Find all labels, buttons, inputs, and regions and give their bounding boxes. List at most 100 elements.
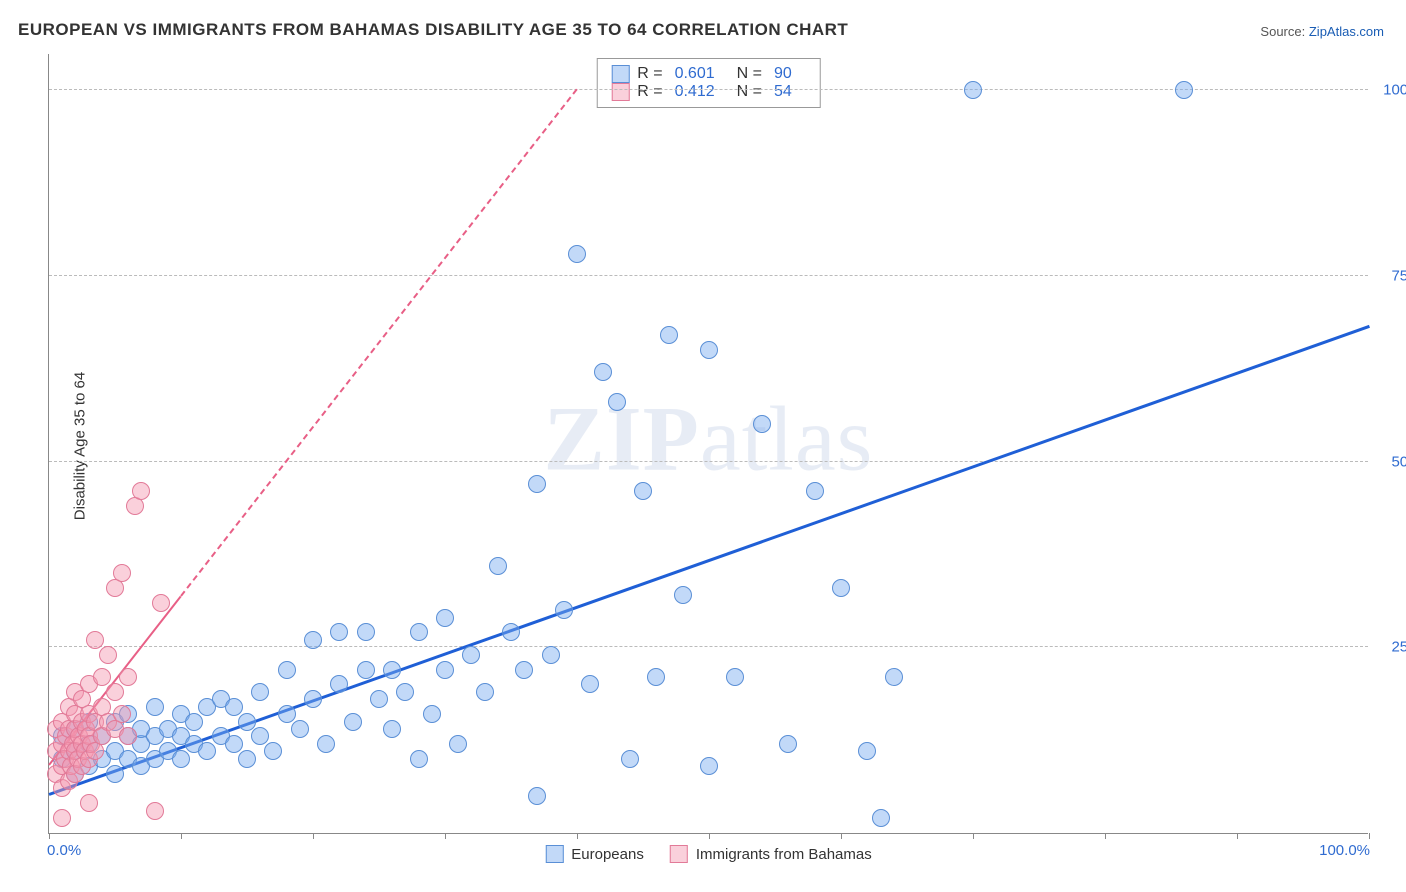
source-link[interactable]: ZipAtlas.com <box>1309 24 1384 39</box>
data-point <box>198 742 216 760</box>
data-point <box>594 363 612 381</box>
data-point <box>700 341 718 359</box>
source-attribution: Source: ZipAtlas.com <box>1260 24 1384 39</box>
data-point <box>113 705 131 723</box>
source-label: Source: <box>1260 24 1305 39</box>
data-point <box>225 735 243 753</box>
data-point <box>542 646 560 664</box>
data-point <box>436 609 454 627</box>
x-tick <box>313 833 314 839</box>
legend-swatch-europeans <box>611 65 629 83</box>
chart-title: EUROPEAN VS IMMIGRANTS FROM BAHAMAS DISA… <box>18 20 848 40</box>
watermark: ZIPatlas <box>544 385 874 491</box>
data-point <box>370 690 388 708</box>
data-point <box>726 668 744 686</box>
data-point <box>502 623 520 641</box>
data-point <box>119 668 137 686</box>
x-tick <box>709 833 710 839</box>
n-label: N = <box>737 65 762 83</box>
y-tick-label: 75.0% <box>1391 267 1406 284</box>
data-point <box>304 631 322 649</box>
data-point <box>238 750 256 768</box>
data-point <box>872 809 890 827</box>
legend-label: Immigrants from Bahamas <box>696 846 872 863</box>
watermark-rest: atlas <box>700 387 874 489</box>
data-point <box>225 698 243 716</box>
data-point <box>568 245 586 263</box>
data-point <box>330 623 348 641</box>
legend-item: Immigrants from Bahamas <box>670 845 872 863</box>
data-point <box>634 482 652 500</box>
legend-swatch-bahamas <box>611 83 629 101</box>
data-point <box>581 675 599 693</box>
data-point <box>806 482 824 500</box>
data-point <box>489 557 507 575</box>
x-tick <box>577 833 578 839</box>
data-point <box>832 579 850 597</box>
n-value: 90 <box>774 65 792 83</box>
r-label: R = <box>637 83 662 101</box>
data-point <box>779 735 797 753</box>
plot-area: ZIPatlas R = 0.601 N = 90 R = 0.412 N = … <box>48 54 1368 834</box>
data-point <box>660 326 678 344</box>
y-tick-label: 25.0% <box>1391 639 1406 656</box>
n-label: N = <box>737 83 762 101</box>
data-point <box>621 750 639 768</box>
data-point <box>528 787 546 805</box>
data-point <box>462 646 480 664</box>
data-point <box>278 661 296 679</box>
x-tick <box>49 833 50 839</box>
data-point <box>410 750 428 768</box>
data-point <box>344 713 362 731</box>
data-point <box>317 735 335 753</box>
data-point <box>330 675 348 693</box>
r-value: 0.601 <box>675 65 715 83</box>
data-point <box>383 720 401 738</box>
data-point <box>106 683 124 701</box>
gridline <box>49 646 1368 647</box>
data-point <box>608 393 626 411</box>
data-point <box>1175 81 1193 99</box>
data-point <box>93 668 111 686</box>
x-tick <box>445 833 446 839</box>
series-legend: Europeans Immigrants from Bahamas <box>545 845 871 863</box>
data-point <box>264 742 282 760</box>
data-point <box>86 631 104 649</box>
data-point <box>423 705 441 723</box>
legend-row: R = 0.601 N = 90 <box>611 65 806 83</box>
data-point <box>80 794 98 812</box>
data-point <box>251 683 269 701</box>
y-tick-label: 100.0% <box>1383 82 1406 99</box>
trendline <box>180 89 578 597</box>
legend-item: Europeans <box>545 845 644 863</box>
gridline <box>49 461 1368 462</box>
data-point <box>146 802 164 820</box>
legend-swatch-europeans <box>545 845 563 863</box>
x-tick <box>181 833 182 839</box>
y-tick-label: 50.0% <box>1391 453 1406 470</box>
data-point <box>132 482 150 500</box>
gridline <box>49 89 1368 90</box>
data-point <box>357 623 375 641</box>
data-point <box>99 646 117 664</box>
data-point <box>119 727 137 745</box>
data-point <box>964 81 982 99</box>
data-point <box>185 713 203 731</box>
data-point <box>152 594 170 612</box>
data-point <box>278 705 296 723</box>
data-point <box>885 668 903 686</box>
gridline <box>49 275 1368 276</box>
data-point <box>528 475 546 493</box>
legend-row: R = 0.412 N = 54 <box>611 83 806 101</box>
data-point <box>53 809 71 827</box>
data-point <box>436 661 454 679</box>
x-tick <box>973 833 974 839</box>
data-point <box>146 698 164 716</box>
data-point <box>113 564 131 582</box>
data-point <box>753 415 771 433</box>
correlation-legend: R = 0.601 N = 90 R = 0.412 N = 54 <box>596 58 821 108</box>
data-point <box>357 661 375 679</box>
data-point <box>476 683 494 701</box>
data-point <box>674 586 692 604</box>
data-point <box>238 713 256 731</box>
